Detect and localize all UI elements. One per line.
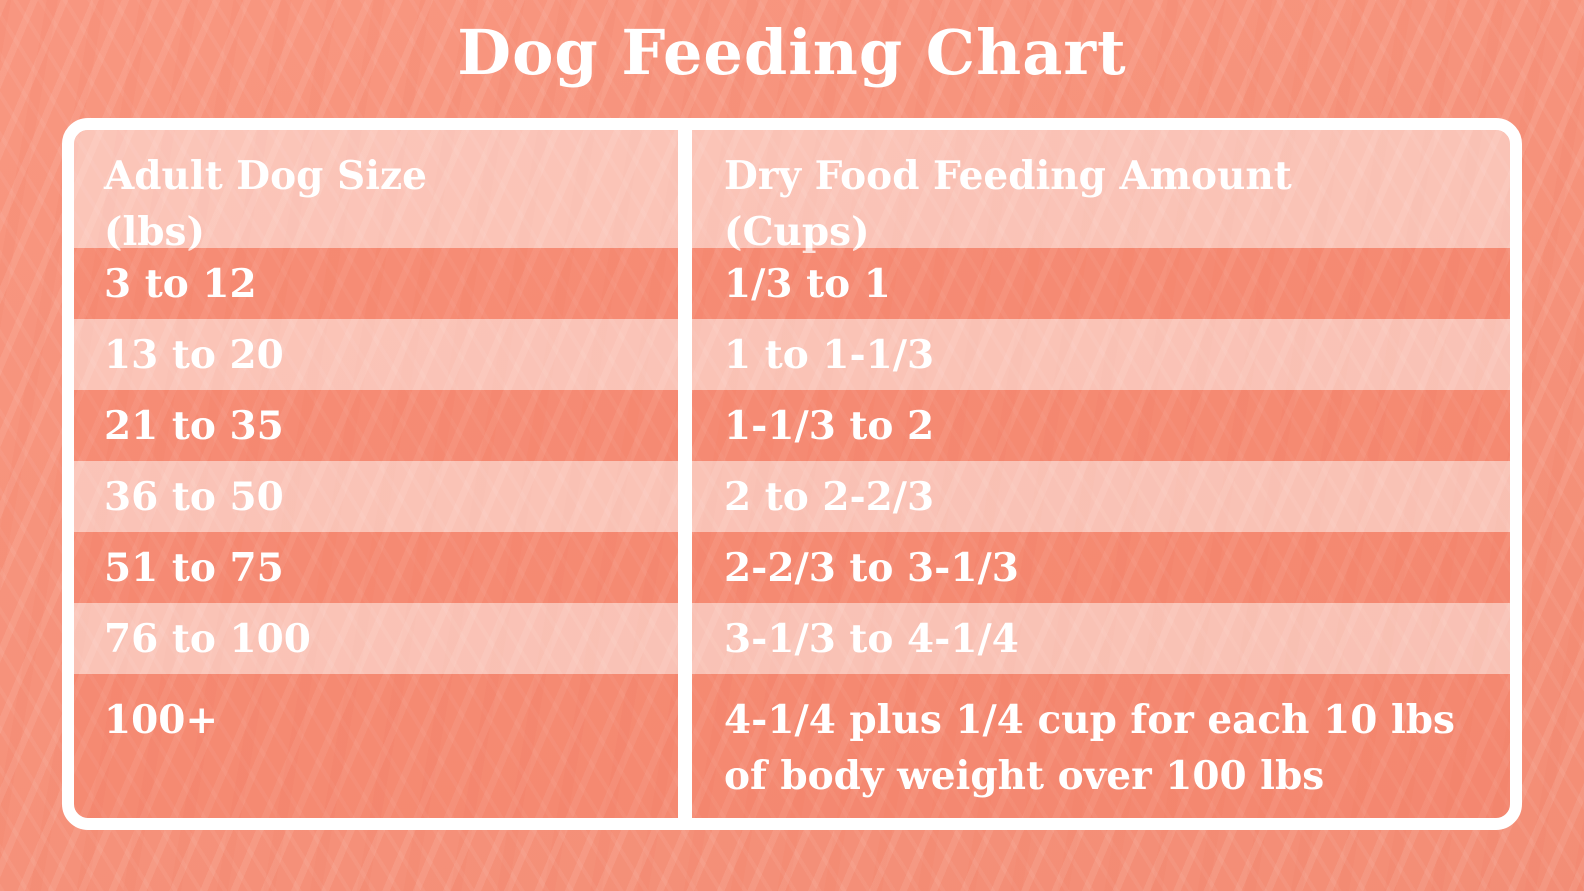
column-divider [678, 130, 692, 818]
dog-size-value: 100+ [104, 697, 219, 743]
page-title: Dog Feeding Chart [457, 16, 1127, 89]
dog-size-value: 76 to 100 [104, 615, 311, 662]
table-row: 51 to 75 2-2/3 to 3-1/3 [74, 532, 1510, 603]
table-row: 100+ 4-1/4 plus 1/4 cup for each 10 lbs … [74, 674, 1510, 818]
feeding-amount-value: 1-1/3 to 2 [724, 402, 935, 449]
dog-size-value: 3 to 12 [104, 260, 257, 307]
feeding-amount-value: 1 to 1-1/3 [724, 331, 935, 378]
header-feeding-amount-line2: (Cups) [724, 209, 870, 255]
feeding-amount-value: 1/3 to 1 [724, 260, 891, 307]
dog-size-value: 36 to 50 [104, 473, 284, 520]
table-row: 3 to 12 1/3 to 1 [74, 248, 1510, 319]
feeding-amount-value: 3-1/3 to 4-1/4 [724, 615, 1019, 662]
table-row: 36 to 50 2 to 2-2/3 [74, 461, 1510, 532]
feeding-amount-value: 4-1/4 plus 1/4 cup for each 10 lbs of bo… [724, 697, 1456, 799]
table-row: 21 to 35 1-1/3 to 2 [74, 390, 1510, 461]
header-dog-size-line2: (lbs) [104, 209, 205, 255]
header-feeding-amount-line1: Dry Food Feeding Amount [724, 153, 1292, 199]
feeding-table: Adult Dog Size (lbs) Dry Food Feeding Am… [62, 118, 1522, 830]
header-dog-size: Adult Dog Size (lbs) [74, 130, 678, 260]
table-row: 76 to 100 3-1/3 to 4-1/4 [74, 603, 1510, 674]
table-row: 13 to 20 1 to 1-1/3 [74, 319, 1510, 390]
feeding-amount-value: 2 to 2-2/3 [724, 473, 935, 520]
header-dog-size-line1: Adult Dog Size [104, 153, 427, 199]
table-header-row: Adult Dog Size (lbs) Dry Food Feeding Am… [74, 130, 1510, 255]
dog-size-value: 13 to 20 [104, 331, 284, 378]
dog-size-value: 51 to 75 [104, 544, 284, 591]
header-feeding-amount: Dry Food Feeding Amount (Cups) [678, 130, 1510, 260]
feeding-amount-value: 2-2/3 to 3-1/3 [724, 544, 1019, 591]
dog-size-value: 21 to 35 [104, 402, 284, 449]
